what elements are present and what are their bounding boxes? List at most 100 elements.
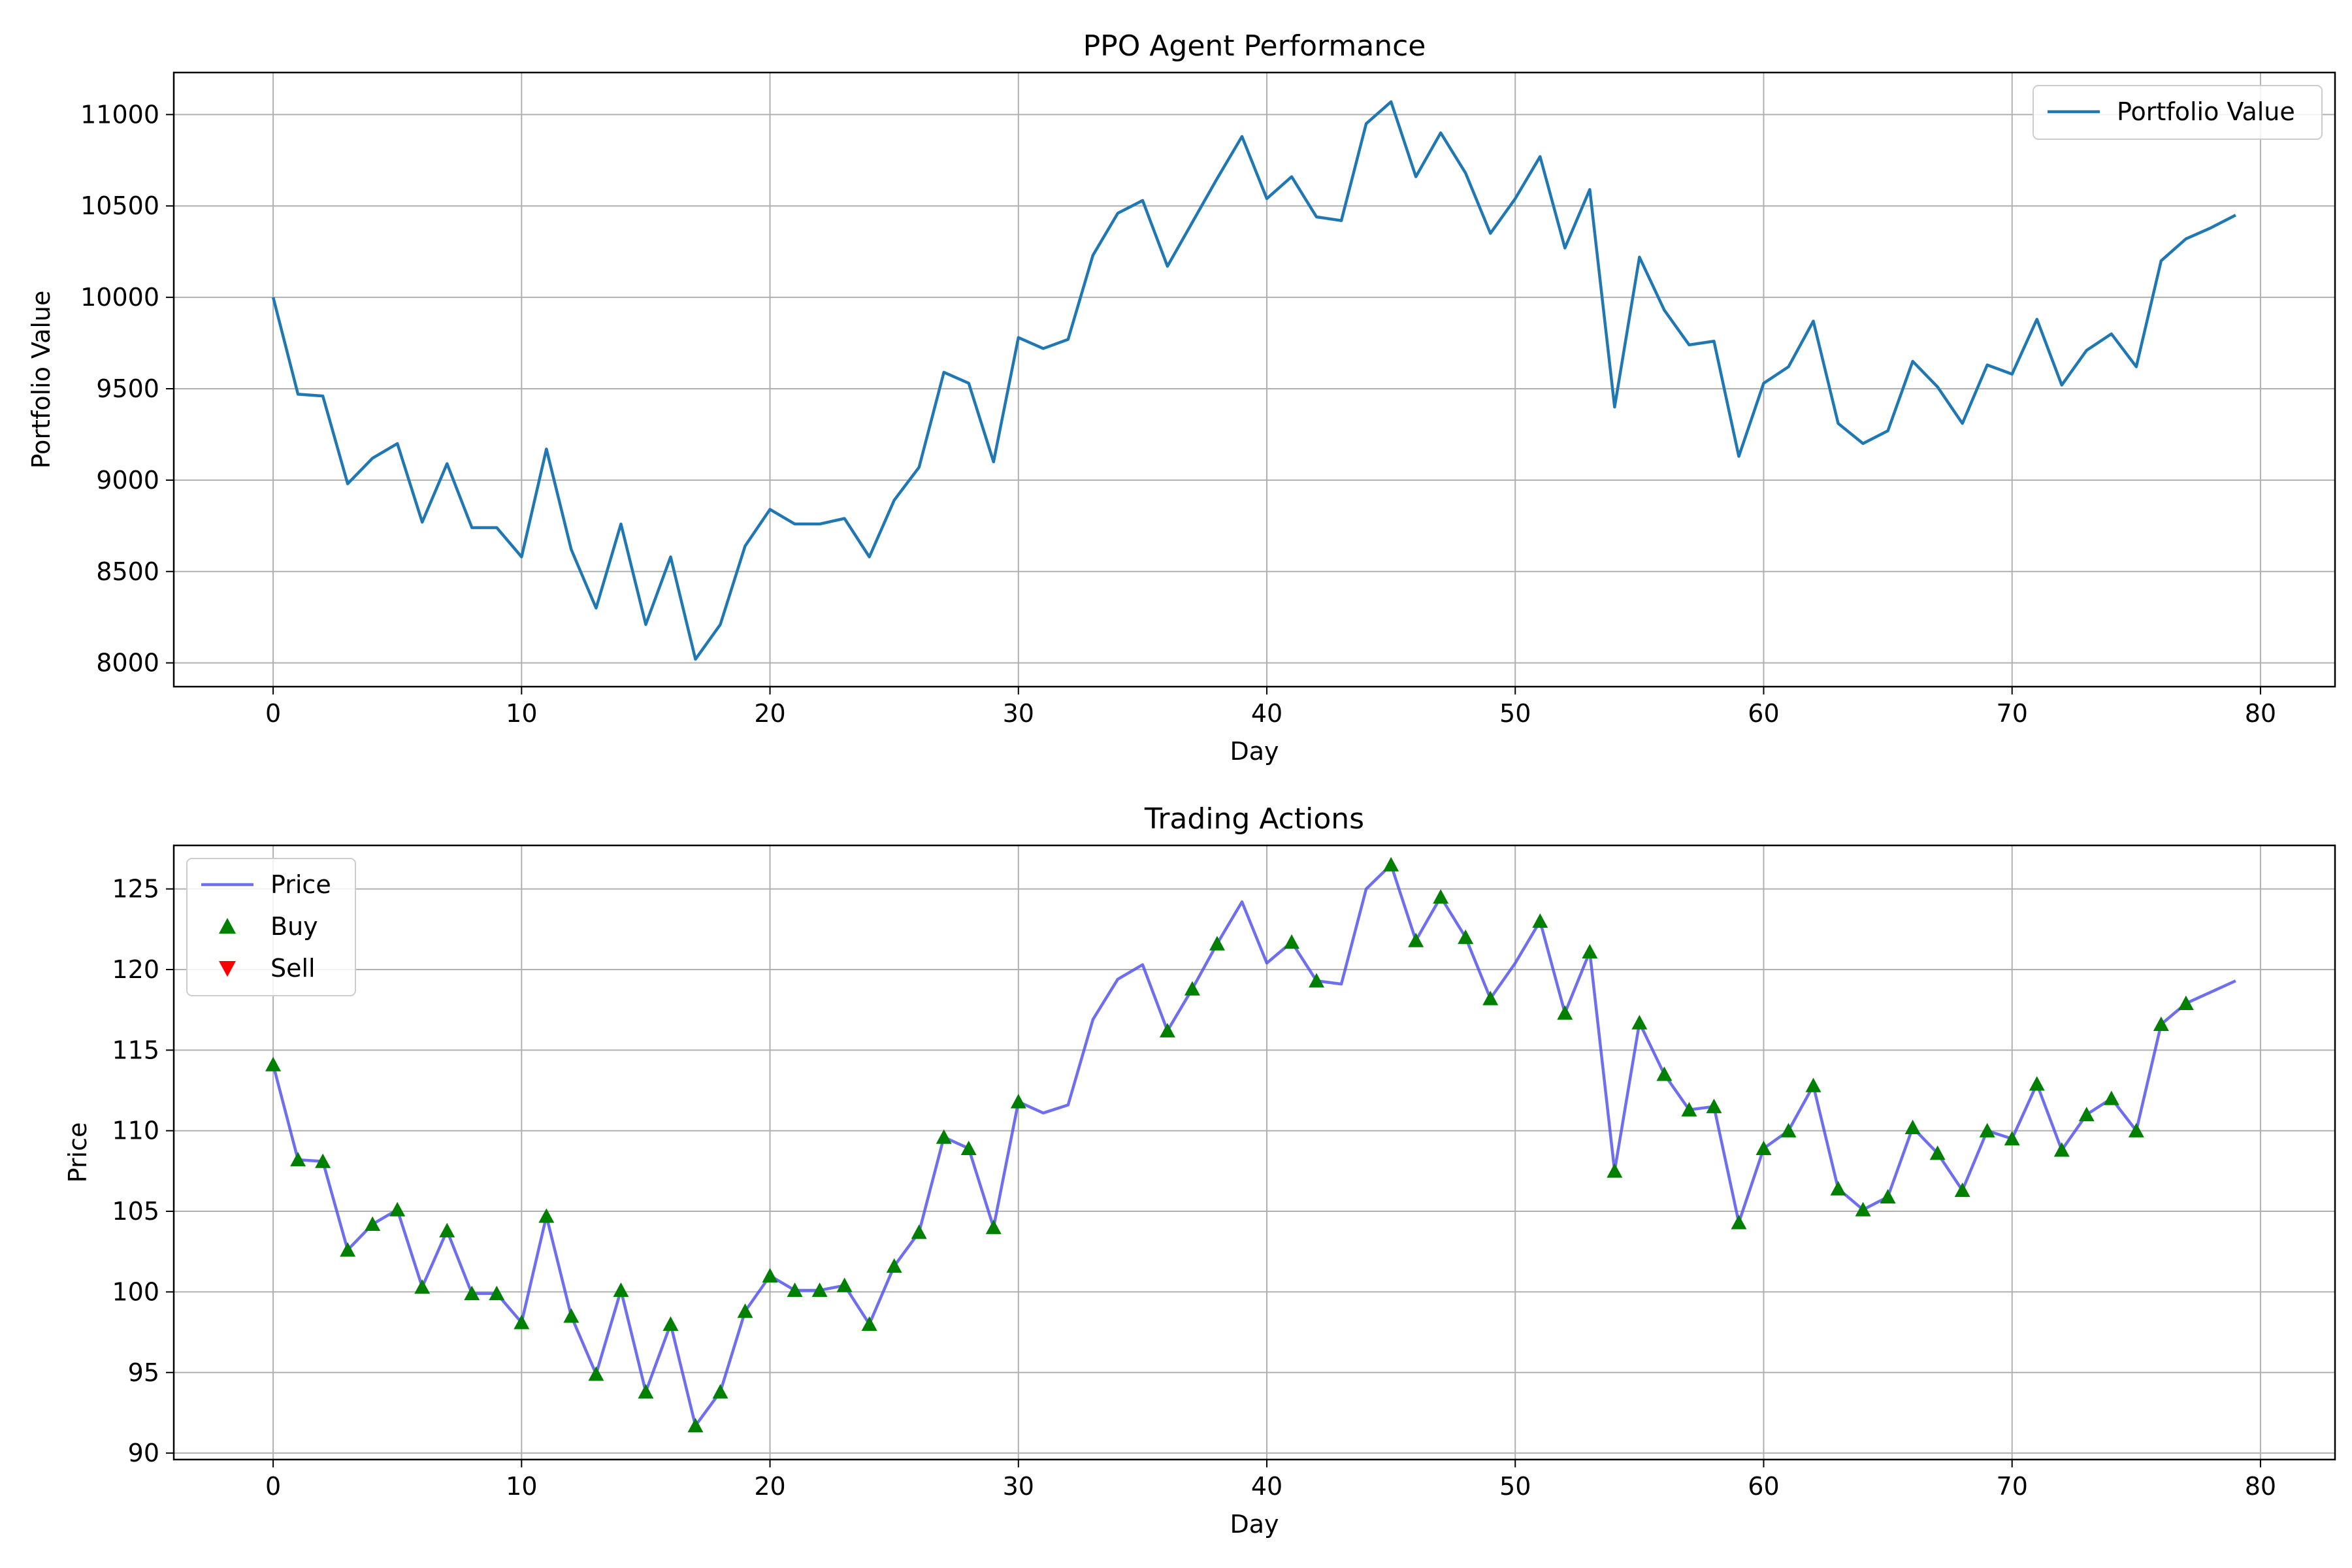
trading-buy-marker xyxy=(414,1279,431,1294)
trading-buy-marker xyxy=(787,1282,803,1298)
trading-buy-marker xyxy=(2103,1090,2119,1105)
trading-x-tick-label: 30 xyxy=(1003,1472,1034,1501)
trading-buy-marker xyxy=(1482,990,1499,1005)
trading-buy-marker xyxy=(1880,1188,1896,1204)
trading-y-tick-label: 115 xyxy=(112,1036,159,1064)
trading-plot-area xyxy=(265,857,2236,1433)
trading-y-tick-label: 110 xyxy=(112,1117,159,1145)
trading-buy-marker xyxy=(960,1140,977,1156)
trading-buy-marker xyxy=(1532,913,1548,928)
trading-buy-marker xyxy=(365,1216,381,1231)
trading-buy-marker xyxy=(1656,1066,1673,1081)
trading-buy-marker xyxy=(489,1285,505,1301)
trading-y-tick-label: 100 xyxy=(112,1277,159,1306)
trading-buy-marker xyxy=(1284,934,1300,949)
trading-buy-marker xyxy=(1309,973,1325,988)
trading-buy-marker xyxy=(1731,1215,1747,1230)
trading-buy-marker xyxy=(1010,1094,1026,1109)
trading-buy-marker xyxy=(514,1315,530,1330)
portfolio-x-tick-label: 20 xyxy=(754,699,785,728)
trading-buy-marker xyxy=(1582,943,1598,959)
portfolio-x-tick-label: 50 xyxy=(1499,699,1531,728)
portfolio-x-tick-label: 10 xyxy=(506,699,537,728)
trading-x-ticks: 0 10 20 30 40 50 60 70 80 xyxy=(265,1460,2276,1501)
trading-legend-buy-label: Buy xyxy=(270,912,318,941)
portfolio-x-tick-label: 60 xyxy=(1748,699,1779,728)
trading-buy-marker xyxy=(811,1282,828,1298)
trading-legend: Price Buy Sell xyxy=(186,858,356,996)
trading-x-tick-label: 40 xyxy=(1251,1472,1282,1501)
trading-buy-marker xyxy=(1209,936,1225,951)
trading-axes-frame xyxy=(172,844,2336,1461)
trading-buy-marker xyxy=(861,1316,877,1331)
portfolio-y-tick-label: 9000 xyxy=(96,466,159,495)
trading-buy-marker xyxy=(290,1152,306,1167)
trading-price-line xyxy=(271,863,2236,1428)
trading-x-axis-label: Day xyxy=(1230,1510,1279,1539)
portfolio-x-tick-label: 80 xyxy=(2245,699,2276,728)
trading-buy-marker xyxy=(1904,1119,1921,1134)
portfolio-grid xyxy=(174,73,2335,687)
trading-buy-marker xyxy=(265,1056,282,1071)
trading-x-tick-label: 10 xyxy=(506,1472,537,1501)
trading-y-tick-label: 105 xyxy=(112,1197,159,1226)
portfolio-x-tick-label: 0 xyxy=(265,699,281,728)
trading-x-tick-label: 60 xyxy=(1748,1472,1779,1501)
trading-y-tick-label: 120 xyxy=(112,955,159,984)
trading-buy-marker xyxy=(985,1219,1002,1234)
trading-buy-marker xyxy=(439,1222,455,1237)
trading-buy-marker xyxy=(2178,995,2194,1010)
portfolio-chart: 0 10 20 30 40 50 60 70 80 8000 8500 9000 9500 10000 1… xyxy=(27,29,2336,766)
portfolio-chart-title: PPO Agent Performance xyxy=(1083,29,1426,63)
portfolio-portfolio-value-line xyxy=(271,100,2236,661)
portfolio-x-tick-label: 70 xyxy=(1997,699,2028,728)
trading-buy-marker xyxy=(662,1316,679,1331)
trading-buy-marker xyxy=(1433,889,1449,904)
trading-buy-marker xyxy=(538,1208,555,1223)
portfolio-y-tick-label: 8000 xyxy=(96,649,159,678)
trading-buy-marker xyxy=(886,1258,902,1273)
trading-buy-marker xyxy=(1756,1140,1772,1156)
trading-buy-marker xyxy=(340,1242,356,1257)
trading-x-tick-label: 50 xyxy=(1499,1472,1531,1501)
trading-buy-marker xyxy=(638,1384,654,1399)
trading-buy-marker xyxy=(737,1303,753,1318)
trading-buy-marker xyxy=(2128,1122,2144,1137)
trading-buy-marker xyxy=(2004,1131,2020,1146)
portfolio-y-tick-label: 9500 xyxy=(96,374,159,403)
trading-buy-marker xyxy=(563,1308,580,1323)
trading-buy-marker xyxy=(613,1282,629,1298)
portfolio-legend: Portfolio Value xyxy=(2033,85,2323,140)
trading-legend-sell-swatch xyxy=(219,960,236,977)
trading-buy-marker xyxy=(464,1285,480,1301)
trading-legend-price-label: Price xyxy=(270,870,331,899)
trading-buy-marker xyxy=(1631,1015,1648,1030)
portfolio-y-tick-label: 10500 xyxy=(80,191,159,220)
portfolio-x-ticks: 0 10 20 30 40 50 60 70 80 xyxy=(265,687,2276,728)
trading-actions-chart: 0 10 20 30 40 50 60 70 80 90 95 100 105 110 115 120 125… xyxy=(63,802,2336,1539)
trading-buy-marker xyxy=(2153,1016,2169,1032)
trading-grid xyxy=(174,845,2335,1460)
trading-buy-marker xyxy=(762,1267,778,1282)
trading-buy-marker xyxy=(1929,1145,1946,1160)
portfolio-legend-box xyxy=(2033,85,2323,140)
trading-buy-marker xyxy=(1184,981,1200,996)
trading-x-tick-label: 0 xyxy=(265,1472,281,1501)
portfolio-y-axis-label: Portfolio Value xyxy=(27,291,56,469)
trading-buy-marker xyxy=(1954,1182,1970,1198)
trading-chart-title: Trading Actions xyxy=(1144,802,1364,836)
portfolio-x-tick-label: 40 xyxy=(1251,699,1282,728)
trading-y-ticks: 90 95 100 105 110 115 120 125 xyxy=(112,875,174,1467)
trading-buy-marker xyxy=(1855,1201,1871,1217)
trading-y-tick-label: 90 xyxy=(128,1439,159,1467)
trading-x-tick-label: 20 xyxy=(754,1472,785,1501)
trading-buy-marker xyxy=(1780,1122,1797,1137)
portfolio-axes-frame xyxy=(172,71,2336,688)
portfolio-y-tick-label: 10000 xyxy=(80,283,159,312)
trading-legend-sell-label: Sell xyxy=(270,954,316,983)
portfolio-x-axis-label: Day xyxy=(1230,737,1279,766)
portfolio-y-ticks: 8000 8500 9000 9500 10000 10500 11000 xyxy=(80,100,174,678)
trading-x-tick-label: 70 xyxy=(1997,1472,2028,1501)
